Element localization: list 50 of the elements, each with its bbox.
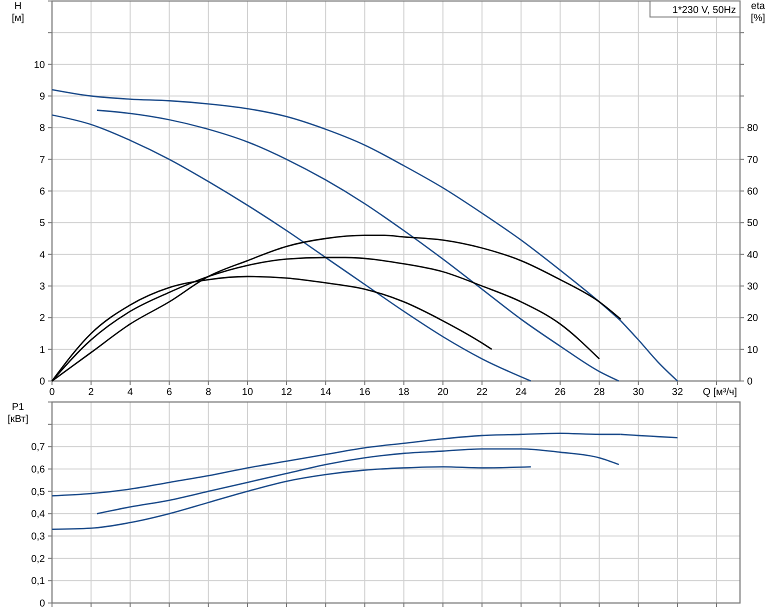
x-tick-label: 10 — [242, 387, 254, 398]
x-tick-label: 16 — [359, 387, 371, 398]
y-tick-label: 6 — [39, 186, 46, 198]
chart-title: 1*230 V, 50Hz — [672, 5, 736, 16]
x-tick-label: 14 — [320, 387, 332, 398]
y-tick-label: 1 — [39, 344, 46, 356]
x-tick-label: 0 — [49, 387, 56, 398]
y-axis-title: H [м] — [12, 1, 24, 24]
y2-tick-label: 0 — [747, 376, 753, 388]
y-tick-label: 7 — [39, 154, 46, 166]
x-tick-label: 20 — [437, 387, 449, 398]
y-tick-label: 0,7 — [31, 442, 46, 454]
y-tick-label: 0,4 — [31, 509, 46, 520]
y-tick-label: 0,3 — [31, 532, 46, 542]
x-tick-label: 30 — [632, 387, 644, 398]
x-tick-label: 32 — [672, 387, 684, 398]
y-axis-title: P1 [кВт] — [8, 402, 29, 425]
y-tick-label: 0,1 — [31, 576, 46, 588]
y2-tick-label: 20 — [747, 313, 759, 324]
y2-tick-label: 70 — [747, 154, 759, 166]
y-tick-label: 3 — [39, 282, 46, 292]
x-tick-label: 24 — [516, 387, 528, 398]
y2-tick-label: 50 — [747, 218, 759, 230]
x-tick-label: 6 — [166, 387, 172, 398]
y-tick-label: 0,2 — [31, 554, 46, 565]
y-tick-label: 0,6 — [31, 464, 46, 476]
x-tick-label: 26 — [554, 387, 566, 398]
y2-axis-title: eta [%] — [750, 1, 766, 24]
x-tick-label: 12 — [280, 387, 293, 398]
y-tick-label: 5 — [39, 218, 46, 230]
y-tick-label: 0 — [39, 598, 46, 610]
y2-tick-label: 60 — [747, 186, 759, 198]
x-tick-label: 18 — [398, 387, 410, 398]
y-tick-label: 2 — [39, 313, 46, 324]
y2-tick-label: 80 — [747, 123, 759, 134]
y2-tick-label: 10 — [747, 344, 759, 356]
x-tick-label: 28 — [594, 387, 606, 398]
y-tick-label: 0 — [39, 376, 46, 388]
x-tick-label: 2 — [88, 387, 94, 398]
x-tick-label: 8 — [206, 387, 212, 398]
y-tick-label: 10 — [34, 60, 46, 71]
y-tick-label: 8 — [39, 123, 46, 134]
x-tick-label: 4 — [127, 387, 134, 398]
y-tick-label: 4 — [39, 250, 46, 261]
x-tick-label: 22 — [476, 387, 488, 398]
y-tick-label: 9 — [39, 92, 46, 102]
x-axis-title: Q [м³/ч] — [702, 387, 738, 398]
y-tick-label: 0,5 — [31, 486, 46, 498]
y2-tick-label: 40 — [747, 250, 759, 261]
y2-tick-label: 30 — [747, 282, 759, 292]
